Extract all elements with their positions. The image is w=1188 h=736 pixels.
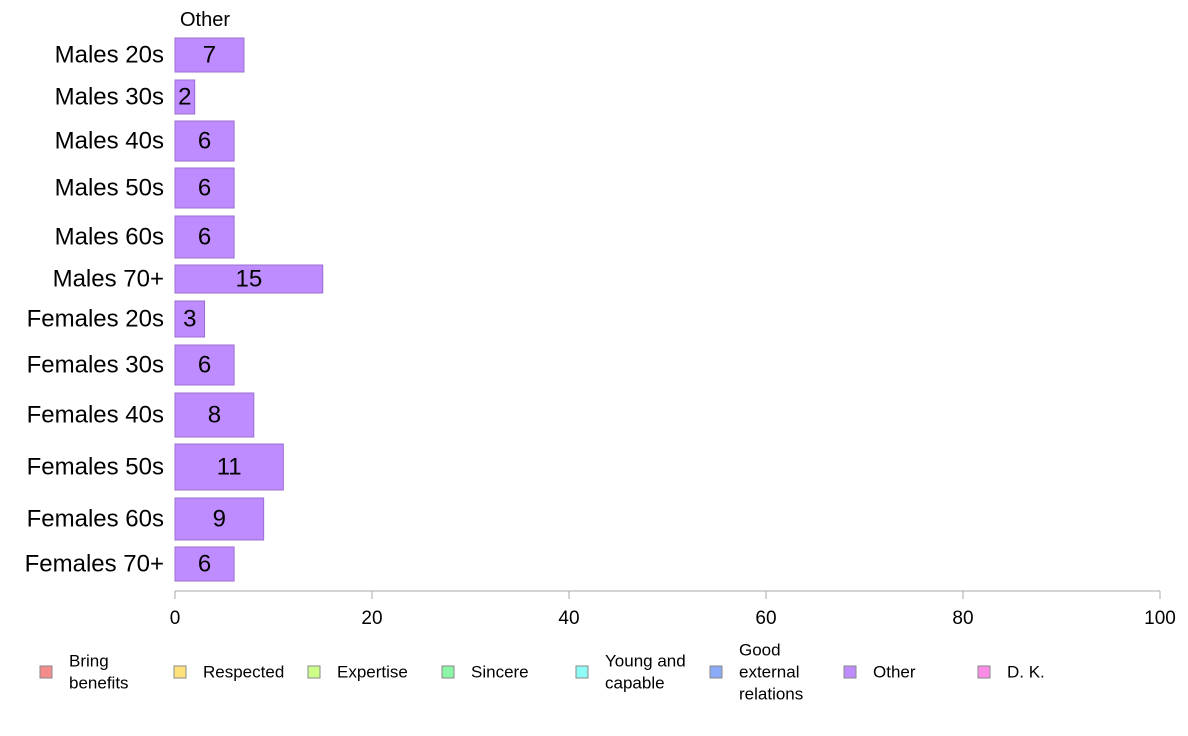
legend-label: relations	[739, 685, 803, 704]
legend-swatch	[441, 665, 455, 679]
category-label: Males 60s	[55, 224, 164, 251]
legend-swatch	[307, 665, 321, 679]
category-label: Females 70+	[25, 551, 164, 578]
data-label: 6	[198, 175, 211, 202]
bar	[174, 546, 235, 582]
x-tick-label: 100	[1144, 608, 1176, 629]
category-label: Males 30s	[55, 84, 164, 111]
bar	[174, 120, 235, 162]
x-tick-label: 40	[558, 608, 579, 629]
bar	[174, 264, 324, 294]
legend-swatch	[39, 665, 53, 679]
legend-swatch	[843, 665, 857, 679]
bar	[174, 443, 284, 491]
category-label: Males 50s	[55, 175, 164, 202]
bar	[174, 392, 255, 438]
legend: Bring benefits Respected Expertise Sincere Yo…	[39, 641, 1045, 704]
legend-label: Good	[739, 641, 781, 660]
x-tick-label: 20	[361, 608, 382, 629]
legend-label: benefits	[69, 674, 129, 693]
bar	[174, 344, 235, 386]
bar	[174, 37, 245, 73]
legend-swatch	[709, 665, 723, 679]
category-label: Males 20s	[55, 42, 164, 69]
legend-entry: Sincere	[441, 663, 529, 682]
data-label: 6	[198, 224, 211, 251]
legend-entry: Respected	[173, 663, 284, 682]
legend-label: external	[739, 663, 799, 682]
data-label: 9	[213, 506, 226, 533]
data-label: 6	[198, 352, 211, 379]
bar	[174, 497, 265, 541]
bar	[174, 300, 206, 338]
x-tick-label: 60	[755, 608, 776, 629]
legend-entry: Young and capable	[575, 652, 686, 693]
legend-label: D. K.	[1007, 663, 1045, 682]
legend-label: Bring	[69, 652, 109, 671]
legend-label: Respected	[203, 663, 284, 682]
legend-swatch	[575, 665, 589, 679]
legend-label: capable	[605, 674, 665, 693]
bar	[174, 215, 235, 259]
x-tick-label: 80	[952, 608, 973, 629]
legend-entry: Good external relations	[709, 641, 803, 704]
category-label: Males 40s	[55, 128, 164, 155]
data-label: 7	[203, 42, 216, 69]
bars: Males 20s 7 Males 30s 2 Males 40s 6 Males 50s 6…	[25, 37, 324, 582]
category-label: Females 60s	[27, 506, 164, 533]
legend-label: Young and	[605, 652, 686, 671]
data-label: 3	[183, 306, 196, 333]
legend-label: Other	[873, 663, 916, 682]
category-label: Females 30s	[27, 352, 164, 379]
x-axis: 0 20 40 60 80 100	[170, 590, 1176, 629]
category-label: Females 40s	[27, 402, 164, 429]
category-label: Females 50s	[27, 454, 164, 481]
legend-swatch	[173, 665, 187, 679]
bar	[174, 79, 196, 115]
category-label: Females 20s	[27, 306, 164, 333]
legend-label: Expertise	[337, 663, 408, 682]
data-label: 2	[178, 84, 191, 111]
data-label: 15	[236, 266, 263, 293]
data-label: 6	[198, 551, 211, 578]
category-label: Males 70+	[53, 266, 164, 293]
data-label: 8	[208, 402, 221, 429]
legend-swatch	[977, 665, 991, 679]
x-tick-label: 0	[170, 608, 181, 629]
data-label: 6	[198, 128, 211, 155]
legend-entry: Expertise	[307, 663, 408, 682]
legend-entry: D. K.	[977, 663, 1045, 682]
bar	[174, 167, 235, 209]
data-label: 11	[217, 454, 242, 481]
panel-title: Other	[180, 9, 230, 31]
legend-label: Sincere	[471, 663, 529, 682]
legend-entry: Bring benefits	[39, 652, 129, 693]
legend-entry: Other	[843, 663, 916, 682]
